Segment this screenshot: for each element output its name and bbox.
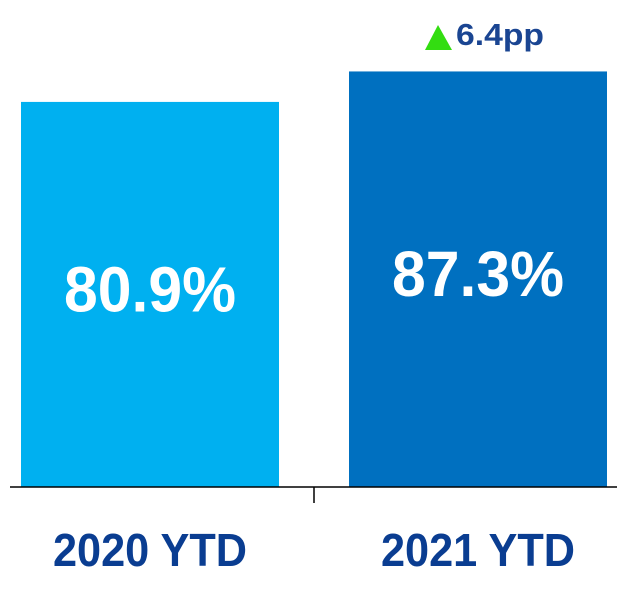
bar xyxy=(349,71,607,488)
value-label: 87.3% xyxy=(392,238,564,310)
value-label: 80.9% xyxy=(64,253,236,325)
x-tick-label: 2020 YTD xyxy=(53,524,247,576)
x-tick-label: 2021 YTD xyxy=(381,524,575,576)
annotation: 6.4pp xyxy=(456,17,544,52)
up-arrow xyxy=(425,25,452,50)
bar xyxy=(21,101,279,487)
